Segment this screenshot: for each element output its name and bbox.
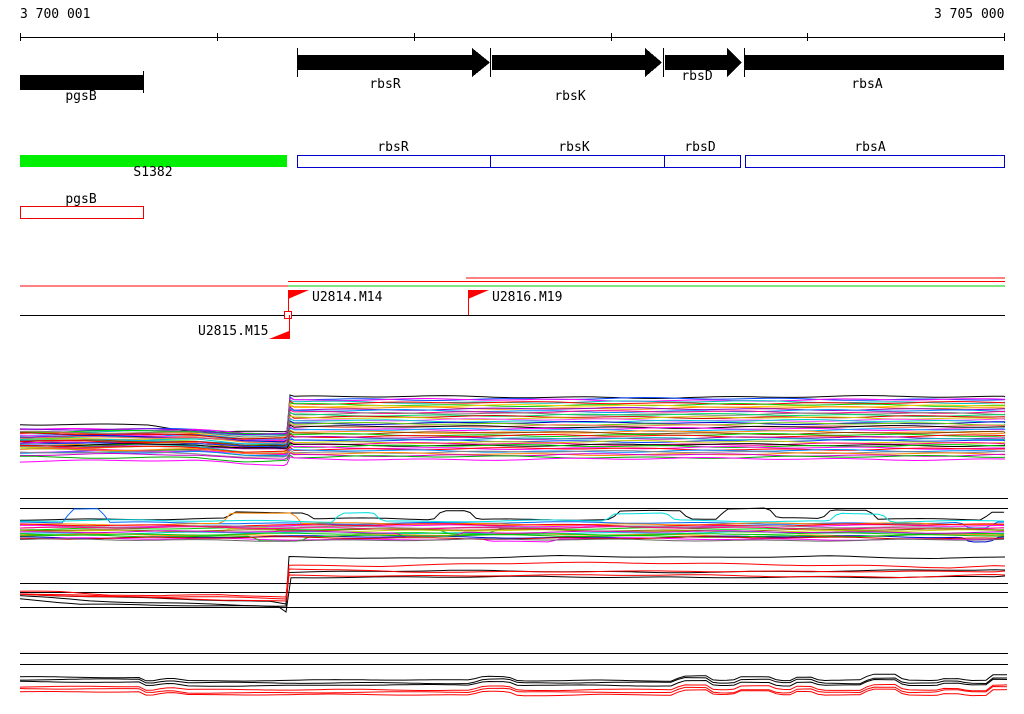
gene-label-rbsd: rbsD: [681, 69, 713, 84]
band-line: [19, 537, 1005, 543]
expression-line: [19, 456, 1005, 467]
expression-track-band: [19, 498, 1008, 543]
expression-line: [19, 397, 1006, 435]
step-line: [19, 554, 1006, 605]
pgsb-outline-label: pgsB: [65, 192, 97, 207]
bottom-line: [19, 685, 1008, 694]
expression-line: [19, 423, 1006, 444]
gene-rbsD-bar[interactable]: [665, 55, 727, 70]
band-line: [19, 508, 1005, 529]
annotation-label-rbsd: rbsD: [684, 140, 716, 155]
expression-line: [19, 421, 1006, 446]
bottom-line: [19, 678, 1008, 687]
bottom-line: [19, 684, 1008, 692]
annotation-box-rbsD[interactable]: [664, 155, 741, 168]
expression-line: [19, 448, 1006, 457]
s1382-label: S1382: [133, 165, 173, 180]
step-line: [19, 561, 1006, 598]
step-line: [19, 573, 1006, 602]
gene-rbsK-arrowhead[interactable]: [645, 48, 662, 77]
s1382-bar[interactable]: [20, 155, 287, 167]
expression-line: [20, 454, 1006, 463]
marker-flag-U2815.M15[interactable]: [269, 331, 289, 339]
marker-flag-U2814.M14[interactable]: [288, 290, 309, 299]
gene-rbsK-bar[interactable]: [492, 55, 645, 70]
expression-line: [19, 415, 1006, 444]
ruler-end-coordinate: 3 705 000: [934, 7, 1005, 22]
band-line: [19, 526, 1005, 530]
expression-line: [19, 411, 1006, 438]
annotation-label-rbsr: rbsR: [377, 140, 409, 155]
gene-label-rbsr: rbsR: [369, 77, 401, 92]
expression-track-main: [19, 394, 1006, 467]
expression-line: [19, 418, 1006, 445]
marker-anchor-square[interactable]: [284, 311, 292, 319]
bottom-line: [19, 688, 1008, 697]
gene-rbsD-arrowhead[interactable]: [727, 48, 742, 77]
band-line: [19, 525, 1005, 529]
step-line: [19, 575, 1006, 613]
expression-line: [19, 406, 1006, 436]
gene-rbsA-bar[interactable]: [745, 55, 1004, 70]
band-line: [19, 512, 1005, 523]
expression-line: [19, 394, 1006, 434]
marker-label-u2814-m14: U2814.M14: [312, 290, 383, 305]
marker-flag-U2816.M19[interactable]: [468, 290, 489, 299]
annotation-track: [20, 155, 1005, 219]
expression-line: [19, 452, 1006, 460]
band-line: [19, 538, 1005, 542]
band-line: [19, 523, 1005, 527]
gene-label-pgsb: pgsB: [65, 89, 97, 104]
band-line: [19, 530, 1004, 538]
gene-track: [20, 48, 1004, 93]
expression-line: [19, 433, 1006, 448]
ruler-start-coordinate: 3 700 001: [20, 7, 91, 22]
expression-track-bottom: [19, 653, 1008, 697]
gene-pgsB-bar[interactable]: [20, 75, 143, 90]
bottom-line: [20, 676, 1007, 685]
gene-rbsR-arrowhead[interactable]: [472, 48, 490, 77]
band-line: [20, 534, 1005, 542]
gene-label-rbsk: rbsK: [554, 89, 586, 104]
expression-line: [19, 414, 1006, 440]
marker-label-u2816-m19: U2816.M19: [492, 290, 563, 305]
gene-rbsR-bar[interactable]: [297, 55, 472, 70]
expression-line: [19, 427, 1006, 445]
ruler: [20, 33, 1005, 41]
marker-label-u2815-m15: U2815.M15: [198, 324, 269, 339]
band-line: [20, 507, 1005, 521]
expression-line: [19, 445, 1006, 453]
step-line: [19, 568, 1006, 600]
annotation-label-rbsa: rbsA: [854, 140, 886, 155]
bottom-line: [19, 673, 1007, 682]
gene-label-rbsa: rbsA: [851, 77, 883, 92]
annotation-box-rbsR[interactable]: [297, 155, 491, 168]
expression-line: [19, 443, 1005, 456]
expression-line: [19, 417, 1006, 441]
annotation-label-rbsk: rbsK: [558, 140, 590, 155]
marker-track: [20, 277, 1005, 339]
expression-track-step: [19, 554, 1008, 613]
annotation-box-rbsK[interactable]: [490, 155, 665, 168]
annotation-box-rbsA[interactable]: [745, 155, 1005, 168]
pgsb-outline-box[interactable]: [20, 206, 144, 219]
